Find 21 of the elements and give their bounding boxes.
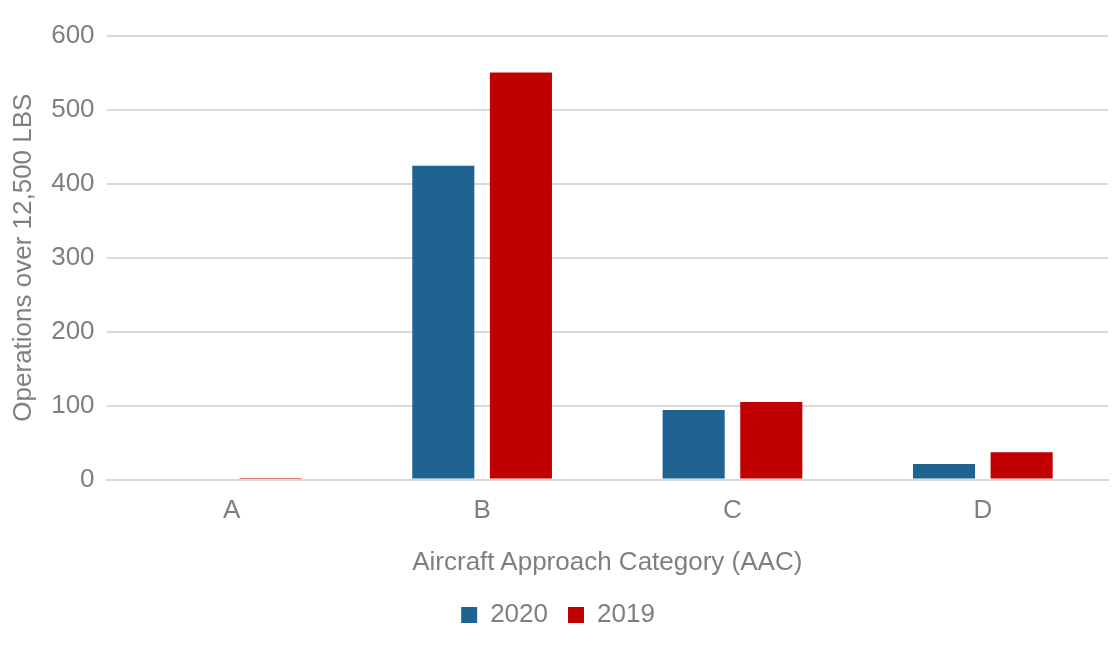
- bar: [990, 452, 1053, 479]
- x-tick-label: B: [473, 494, 491, 525]
- bar: [912, 464, 976, 479]
- y-tick-label: 400: [51, 166, 95, 197]
- bar: [662, 410, 725, 479]
- bar: [489, 72, 552, 479]
- x-tick-label: D: [973, 494, 993, 525]
- y-tick-label: 100: [51, 388, 95, 419]
- y-tick-label: 0: [80, 462, 95, 493]
- y-tick-label: 600: [51, 18, 95, 49]
- legend-label: 2019: [597, 598, 655, 629]
- x-axis-title: Aircraft Approach Category (AAC): [412, 545, 803, 576]
- bar: [740, 401, 803, 479]
- y-tick-label: 500: [51, 92, 95, 123]
- y-tick-label: 300: [51, 240, 95, 271]
- y-axis-title: Operations over 12,500 LBS: [6, 93, 37, 422]
- legend-label: 2020: [490, 598, 548, 629]
- y-tick-label: 200: [51, 314, 95, 345]
- x-tick-label: A: [223, 494, 242, 525]
- bar: [412, 165, 475, 479]
- x-tick-label: C: [723, 494, 742, 525]
